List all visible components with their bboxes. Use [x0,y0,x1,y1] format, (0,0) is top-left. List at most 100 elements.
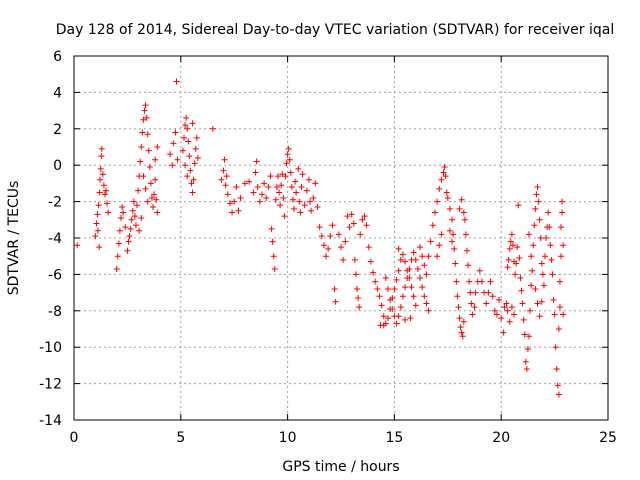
data-point [427,238,434,245]
chart-title: Day 128 of 2014, Sidereal Day-to-day VTE… [56,22,614,38]
data-point [128,216,135,223]
data-point [478,278,485,285]
data-point [421,293,428,300]
data-point [504,307,511,314]
data-point [307,198,314,205]
data-point [185,138,192,145]
data-point [224,191,231,198]
data-point [391,285,398,292]
data-point [279,171,286,178]
y-tick-label: 0 [53,158,62,174]
data-point [254,184,261,191]
data-point [444,194,451,201]
data-point [94,227,101,234]
data-point [380,322,387,329]
data-point [190,176,197,183]
data-point [92,233,99,240]
data-point [115,240,122,247]
data-point [271,265,278,272]
data-point [471,304,478,311]
data-point [194,154,201,161]
data-point [191,160,198,167]
data-point [101,191,108,198]
data-point [331,285,338,292]
data-point [555,326,562,332]
data-point [506,245,513,252]
data-point [466,278,473,285]
data-point [318,233,325,240]
data-point [356,304,363,311]
data-point [438,176,445,183]
data-point [438,231,445,238]
data-point [545,209,552,216]
data-point [531,222,538,229]
data-point [456,315,463,322]
data-point [220,167,227,174]
data-point [148,194,155,201]
data-point [350,220,357,227]
data-point [351,256,358,263]
data-point [174,156,181,163]
data-point [329,222,336,229]
data-point [549,271,556,278]
x-tick-label: 5 [176,430,185,446]
data-point [459,333,466,340]
data-point [521,331,528,338]
data-point [472,289,479,296]
data-point [538,260,545,267]
data-point [267,173,274,180]
data-point [268,225,275,232]
data-point [323,253,330,260]
data-point [554,382,561,389]
data-point [140,116,147,123]
data-point [460,318,467,325]
data-point [98,145,105,152]
data-point [534,184,541,191]
data-point [283,160,290,167]
data-point [253,158,260,165]
data-point [93,220,100,227]
data-point [402,258,409,265]
data-point [147,180,154,187]
data-point [138,144,145,150]
data-point [483,300,490,307]
data-point [464,247,471,254]
data-point [560,242,567,249]
data-point [136,227,143,234]
data-point [134,202,141,209]
data-point [457,324,464,331]
data-point [434,253,441,260]
data-point [103,187,110,194]
data-point [528,253,535,260]
data-point [535,198,542,205]
data-point [536,216,543,223]
data-point [440,169,447,176]
data-point [450,231,457,238]
data-point [446,205,453,212]
data-point [291,205,298,212]
data-point [543,235,550,241]
data-point [142,185,149,192]
data-point [320,242,327,249]
data-point [299,171,306,178]
data-point [273,184,280,191]
data-point [278,182,285,189]
data-point [252,169,259,176]
data-point [532,285,539,292]
data-point [96,244,103,251]
data-point [461,216,468,223]
x-tick-label: 20 [492,430,510,446]
data-point [221,156,228,163]
data-point [97,165,104,172]
data-point [287,169,294,176]
data-point [95,202,102,209]
data-point [189,120,196,127]
data-point [508,231,515,238]
data-point [97,176,104,183]
data-point [235,207,242,214]
y-tick-label: -14 [39,413,62,429]
data-point [137,158,144,165]
data-point [272,196,279,203]
data-point [446,227,453,234]
data-point [395,313,402,320]
